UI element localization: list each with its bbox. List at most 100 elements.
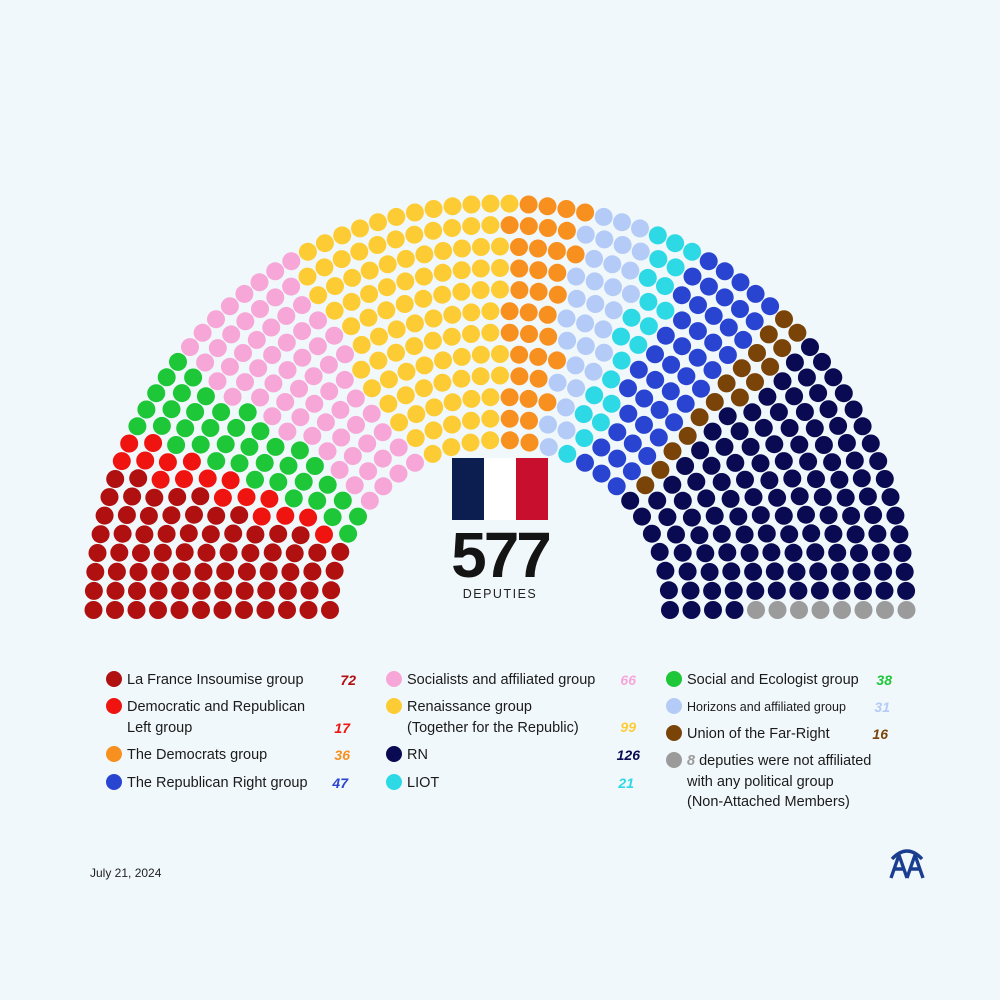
seat-dot (196, 387, 215, 406)
seat-dot (629, 335, 648, 354)
seat-dot (220, 297, 239, 316)
seat-dot (691, 441, 710, 460)
seat-dot (277, 333, 296, 352)
seat-dot (703, 581, 722, 600)
seat-dot (594, 320, 613, 339)
seat-dot (237, 488, 256, 507)
seat-dot (868, 524, 887, 543)
seat-dot (780, 419, 799, 437)
seat-dot (207, 506, 226, 525)
seat-dot (871, 543, 890, 562)
seat-dot (732, 359, 751, 378)
legend-swatch (106, 774, 122, 790)
seat-dot (854, 601, 873, 619)
seat-dot (260, 489, 279, 508)
seat-dot (304, 367, 323, 386)
seat-dot (316, 413, 335, 432)
seat-dot (754, 418, 773, 437)
seat-dot (677, 367, 696, 386)
seat-dot (790, 487, 809, 506)
seat-dot (500, 409, 519, 428)
seat-dot (290, 379, 308, 398)
seat-dot (176, 419, 195, 438)
seat-dot (538, 305, 557, 324)
seat-dot (780, 525, 799, 544)
seat-dot (167, 436, 186, 454)
seat-dot (830, 470, 849, 489)
seat-dot (379, 394, 398, 413)
seat-dot (809, 384, 828, 403)
seat-dot (595, 230, 614, 249)
legend-swatch (666, 671, 682, 687)
seat-dot (702, 456, 721, 475)
seat-dot (639, 292, 658, 311)
seat-dot (481, 216, 500, 235)
seat-dot (623, 434, 642, 453)
seat-dot (481, 431, 500, 450)
seat-dot (213, 488, 232, 507)
seat-dot (374, 477, 393, 496)
seat-dot (318, 475, 337, 494)
seat-dot (221, 471, 240, 490)
seat-dot (783, 469, 802, 488)
seat-dot (351, 219, 369, 238)
seat-dot (797, 368, 816, 387)
seat-dot (315, 258, 334, 277)
seat-dot (774, 506, 793, 525)
seat-dot (326, 277, 344, 296)
legend-count-rn: 126 (616, 747, 640, 763)
seat-dot (802, 524, 821, 543)
seat-dot (736, 470, 754, 489)
seat-dot (284, 489, 303, 508)
seat-dot (462, 303, 481, 322)
seat-dot (510, 259, 529, 278)
seat-dot (697, 489, 716, 508)
seat-dot (586, 295, 605, 313)
seat-dot (358, 434, 377, 453)
legend-label: The Democrats group (127, 747, 268, 763)
legend-label: Union of the Far-Right (687, 726, 830, 742)
seat-dot (705, 506, 724, 525)
seat-dot (557, 200, 576, 218)
seat-dot (184, 368, 203, 387)
legend-count-socialists: 66 (620, 672, 636, 688)
seat-dot (773, 339, 792, 358)
seat-dot (656, 301, 675, 320)
seat-dot (298, 242, 317, 261)
seat-dot (558, 331, 577, 350)
seat-dot (151, 562, 170, 581)
seat-dot (813, 488, 832, 506)
seat-dot (223, 387, 242, 406)
seat-dot (255, 453, 274, 472)
seat-dot (538, 393, 557, 412)
seat-dot (491, 366, 509, 385)
seat-dot (548, 263, 567, 282)
seat-dot (548, 285, 567, 304)
seat-dot (718, 346, 737, 364)
seat-dot (869, 452, 888, 471)
seat-dot (387, 207, 406, 226)
seat-dot (613, 213, 631, 232)
seat-dot (264, 374, 283, 393)
seat-dot (687, 472, 706, 491)
seat-dot (86, 562, 105, 581)
seat-dot (608, 449, 627, 468)
legend-label: Democratic and Republican Left group (127, 699, 306, 736)
seat-dot (387, 320, 406, 339)
seat-dot (705, 393, 724, 411)
seat-dot (315, 525, 333, 544)
seat-dot (320, 382, 339, 401)
seat-dot (266, 262, 285, 281)
seat-dot (735, 525, 754, 544)
seat-dot (704, 306, 723, 325)
seat-dot (603, 255, 622, 274)
legend-item-renaissance: Renaissance group (Together for the Repub… (386, 697, 579, 738)
seat-dot (557, 309, 576, 328)
seat-dot (352, 335, 371, 354)
seat-dot (703, 361, 722, 380)
seat-dot (95, 506, 114, 525)
seat-dot (852, 563, 871, 581)
seat-dot (321, 601, 339, 619)
seat-dot (751, 454, 770, 473)
legend-swatch (106, 746, 122, 762)
